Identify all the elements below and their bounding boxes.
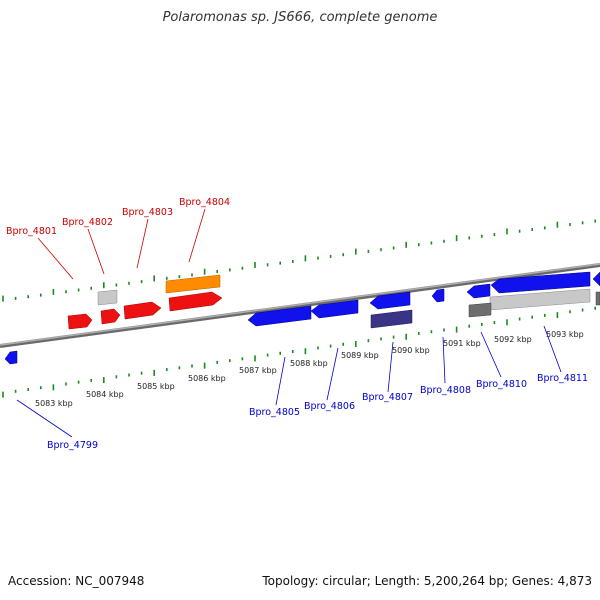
- genome-backbone: [0, 263, 600, 348]
- gene-label-bpro-4802[interactable]: Bpro_4802: [62, 217, 113, 228]
- accession-text: Accession: NC_007948: [8, 574, 145, 588]
- reverse-genes: [4, 271, 600, 365]
- gene-label-bpro-4804[interactable]: Bpro_4804: [179, 197, 230, 208]
- gene-label-bpro-4803[interactable]: Bpro_4803: [122, 207, 173, 218]
- gene-label-bpro-4806[interactable]: Bpro_4806: [304, 401, 355, 412]
- gene-arrow-red[interactable]: [100, 308, 121, 325]
- gene-arrow-blue[interactable]: [592, 271, 600, 287]
- scale-label-5092: 5092 kbp: [494, 335, 532, 344]
- gene-arrow-blue[interactable]: [310, 299, 359, 319]
- tick-track-upper: [2, 219, 597, 302]
- gene-label-bpro-4811[interactable]: Bpro_4811: [537, 373, 588, 384]
- gene-label-bpro-4799[interactable]: Bpro_4799: [47, 440, 98, 451]
- gene-box-dark-grey[interactable]: [595, 291, 600, 306]
- scale-label-5086: 5086 kbp: [188, 374, 226, 383]
- gene-label-bpro-4810[interactable]: Bpro_4810: [476, 379, 527, 390]
- scale-label-5088: 5088 kbp: [290, 359, 328, 368]
- tick-track-lower: [2, 306, 597, 398]
- scale-label-5089: 5089 kbp: [341, 351, 379, 360]
- forward-gene-labels: Bpro_4801 Bpro_4802 Bpro_4803 Bpro_4804: [6, 197, 230, 237]
- scale-label-5090: 5090 kbp: [392, 346, 430, 355]
- reverse-label-leaders: [16, 325, 562, 438]
- scale-labels: 5083 kbp 5084 kbp 5085 kbp 5086 kbp 5087…: [35, 330, 584, 408]
- scale-label-5084: 5084 kbp: [86, 390, 124, 399]
- gene-arrow-blue[interactable]: [490, 271, 591, 294]
- forward-label-leaders: [37, 208, 206, 280]
- scale-label-5085: 5085 kbp: [137, 382, 175, 391]
- gene-box-navy[interactable]: [370, 309, 413, 329]
- forward-genes: [67, 274, 223, 330]
- gene-arrow-blue[interactable]: [431, 288, 445, 303]
- scale-label-5093: 5093 kbp: [546, 330, 584, 339]
- gene-box-grey[interactable]: [97, 289, 118, 306]
- reverse-gene-labels: Bpro_4799 Bpro_4805 Bpro_4806 Bpro_4807 …: [47, 373, 588, 451]
- genome-summary-text: Topology: circular; Length: 5,200,264 bp…: [262, 574, 592, 588]
- gene-label-bpro-4808[interactable]: Bpro_4808: [420, 385, 471, 396]
- map-title: Polaromonas sp. JS666, complete genome: [162, 10, 438, 25]
- scale-label-5091: 5091 kbp: [443, 339, 481, 348]
- gene-box-orange[interactable]: [165, 274, 221, 294]
- scale-label-5083: 5083 kbp: [35, 399, 73, 408]
- gene-label-bpro-4805[interactable]: Bpro_4805: [249, 407, 300, 418]
- gene-label-bpro-4801[interactable]: Bpro_4801: [6, 226, 57, 237]
- gene-box-dark-grey[interactable]: [468, 302, 492, 318]
- gene-label-bpro-4807[interactable]: Bpro_4807: [362, 392, 413, 403]
- gene-arrow-red[interactable]: [123, 301, 162, 320]
- gene-arrow-blue[interactable]: [247, 305, 312, 327]
- gene-arrow-blue[interactable]: [369, 291, 411, 310]
- gene-arrow-blue[interactable]: [466, 283, 491, 299]
- gene-arrow-red[interactable]: [168, 291, 223, 312]
- scale-label-5087: 5087 kbp: [239, 366, 277, 375]
- gene-arrow-red[interactable]: [67, 313, 93, 330]
- gene-arrow-blue[interactable]: [4, 350, 18, 365]
